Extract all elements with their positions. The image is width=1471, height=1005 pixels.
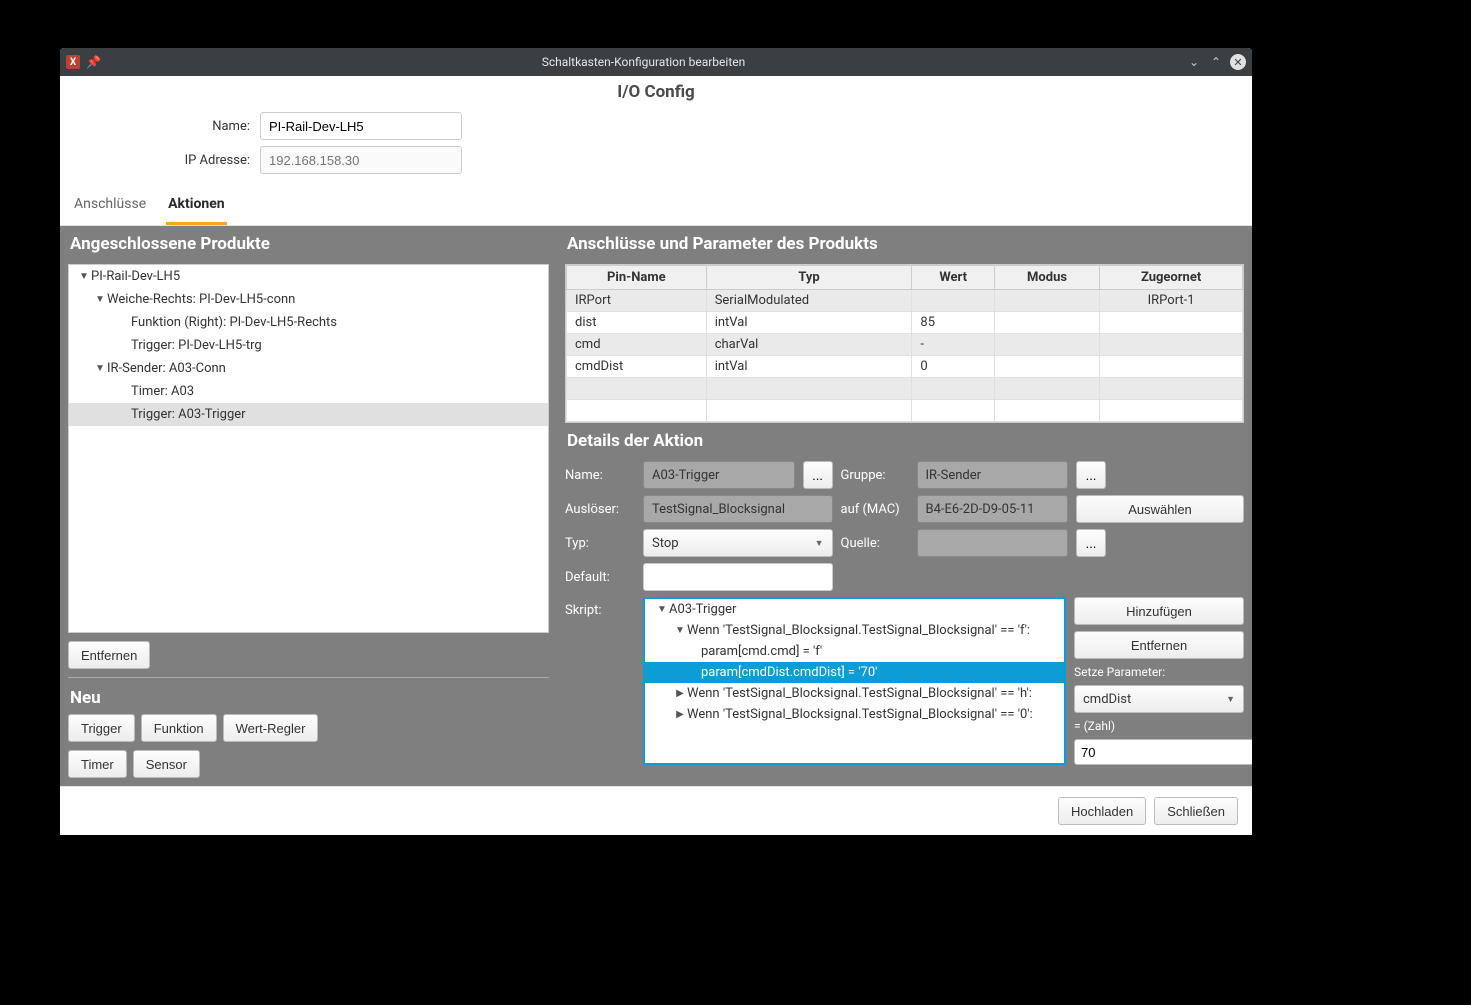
tree-item[interactable]: ▼IR-Sender: A03-Conn [69, 357, 548, 380]
gruppe-more-button[interactable]: ... [1076, 461, 1106, 489]
gruppe-label: Gruppe: [841, 468, 909, 483]
th-zugeordnet[interactable]: Zugeornet [1100, 266, 1243, 290]
hochladen-button[interactable]: Hochladen [1058, 797, 1146, 825]
skript-label: Skript: [565, 597, 635, 618]
typ-select[interactable]: Stop [643, 529, 833, 557]
funktion-button[interactable]: Funktion [141, 714, 217, 742]
name-input[interactable] [260, 112, 462, 140]
maximize-icon[interactable]: ⌃ [1208, 54, 1224, 70]
tabs: Anschlüsse Aktionen [60, 188, 1252, 226]
typ-label: Typ: [565, 536, 635, 551]
default-label: Default: [565, 570, 635, 585]
th-wert[interactable]: Wert [912, 266, 995, 290]
tab-anschluesse[interactable]: Anschlüsse [72, 188, 148, 225]
chevron-down-icon[interactable]: ▼ [655, 604, 669, 615]
skript-item[interactable]: ▶Wenn 'TestSignal_Blocksignal.TestSignal… [645, 704, 1064, 725]
skript-side: Hinzufügen Entfernen Setze Parameter: cm… [1074, 597, 1244, 767]
right-panel-title: Anschlüsse und Parameter des Produkts [557, 226, 1252, 264]
auf-mac-label: auf (MAC) [841, 502, 909, 517]
table-row[interactable] [567, 378, 1243, 400]
name-label: Name: [565, 468, 635, 483]
titlebar: X 📌 Schaltkasten-Konfiguration bearbeite… [60, 48, 1252, 76]
tree-item[interactable]: Trigger: PI-Dev-LH5-trg [69, 334, 548, 357]
main-content: Angeschlossene Produkte ▼PI-Rail-Dev-LH5… [60, 226, 1252, 786]
left-panel: Angeschlossene Produkte ▼PI-Rail-Dev-LH5… [60, 226, 557, 786]
table-row[interactable]: cmd charVal - [567, 334, 1243, 356]
skript-item[interactable]: param[cmd.cmd] = 'f' [645, 641, 1064, 662]
skript-item[interactable]: ▶Wenn 'TestSignal_Blocksignal.TestSignal… [645, 683, 1064, 704]
skript-item[interactable]: param[cmdDist.cmdDist] = '70' [645, 662, 1064, 683]
quelle-label: Quelle: [841, 536, 909, 551]
tree-item[interactable]: ▼Weiche-Rechts: PI-Dev-LH5-conn [69, 288, 548, 311]
table-row[interactable]: cmdDist intVal 0 [567, 356, 1243, 378]
ip-label: IP Adresse: [60, 153, 260, 168]
minimize-icon[interactable]: ⌄ [1186, 54, 1202, 70]
details-title: Details der Aktion [557, 423, 1252, 461]
name-more-button[interactable]: ... [803, 461, 833, 489]
chevron-down-icon[interactable]: ▼ [77, 271, 91, 282]
timer-button[interactable]: Timer [68, 750, 127, 778]
close-icon[interactable]: ✕ [1230, 54, 1246, 70]
window-title: Schaltkasten-Konfiguration bearbeiten [101, 55, 1186, 69]
zahl-spinner: ▲ ▼ [1074, 739, 1244, 767]
auf-mac-field: B4-E6-2D-D9-05-11 [917, 495, 1069, 523]
wert-regler-button[interactable]: Wert-Regler [223, 714, 319, 742]
name-label: Name: [60, 119, 260, 134]
sensor-button[interactable]: Sensor [133, 750, 200, 778]
table-row[interactable] [567, 400, 1243, 422]
skript-item[interactable]: ▼A03-Trigger [645, 599, 1064, 620]
chevron-down-icon[interactable]: ▼ [93, 363, 107, 374]
left-panel-title: Angeschlossene Produkte [60, 226, 557, 264]
param-table: Pin-Name Typ Wert Modus Zugeornet IRPort… [565, 264, 1244, 423]
tree-item[interactable]: Trigger: A03-Trigger [69, 403, 548, 426]
setze-parameter-label: Setze Parameter: [1074, 665, 1244, 679]
page-title: I/O Config [60, 76, 1252, 108]
quelle-more-button[interactable]: ... [1076, 529, 1106, 557]
ausloeser-label: Auslöser: [565, 502, 635, 517]
top-form: Name: IP Adresse: [60, 108, 1252, 188]
footer: Hochladen Schließen [60, 786, 1252, 835]
tree-item[interactable]: ▼PI-Rail-Dev-LH5 [69, 265, 548, 288]
param-select[interactable]: cmdDist [1074, 685, 1244, 713]
chevron-right-icon[interactable]: ▶ [673, 709, 687, 720]
neu-title: Neu [60, 684, 557, 714]
main-window: X 📌 Schaltkasten-Konfiguration bearbeite… [60, 48, 1252, 835]
trigger-button[interactable]: Trigger [68, 714, 135, 742]
divider [68, 677, 549, 678]
chevron-right-icon[interactable]: ▶ [673, 688, 687, 699]
table-row[interactable]: dist intVal 85 [567, 312, 1243, 334]
tree-item[interactable]: Timer: A03 [69, 380, 548, 403]
default-input[interactable] [643, 563, 833, 591]
auswaehlen-button[interactable]: Auswählen [1076, 495, 1244, 523]
th-typ[interactable]: Typ [706, 266, 912, 290]
schliessen-button[interactable]: Schließen [1154, 797, 1238, 825]
quelle-field [917, 529, 1069, 557]
entfernen-skript-button[interactable]: Entfernen [1074, 631, 1244, 659]
details-section: Name: A03-Trigger ... Gruppe: IR-Sender … [557, 461, 1252, 775]
right-panel: Anschlüsse und Parameter des Produkts Pi… [557, 226, 1252, 786]
skript-item[interactable]: ▼Wenn 'TestSignal_Blocksignal.TestSignal… [645, 620, 1064, 641]
pin-icon[interactable]: 📌 [86, 55, 101, 69]
zahl-label: = (Zahl) [1074, 719, 1244, 733]
table-row[interactable]: IRPort SerialModulated IRPort-1 [567, 290, 1243, 312]
entfernen-button[interactable]: Entfernen [68, 641, 150, 669]
th-modus[interactable]: Modus [994, 266, 1099, 290]
tab-aktionen[interactable]: Aktionen [166, 188, 227, 225]
ausloeser-field: TestSignal_Blocksignal [643, 495, 833, 523]
chevron-down-icon[interactable]: ▼ [93, 294, 107, 305]
ip-input [260, 146, 462, 174]
hinzufuegen-button[interactable]: Hinzufügen [1074, 597, 1244, 625]
skript-tree[interactable]: ▼A03-Trigger ▼Wenn 'TestSignal_Blocksign… [643, 597, 1066, 765]
name-field: A03-Trigger [643, 461, 795, 489]
chevron-down-icon[interactable]: ▼ [673, 625, 687, 636]
product-tree[interactable]: ▼PI-Rail-Dev-LH5 ▼Weiche-Rechts: PI-Dev-… [68, 264, 549, 633]
gruppe-field: IR-Sender [917, 461, 1069, 489]
zahl-input[interactable] [1074, 739, 1252, 765]
app-icon: X [66, 55, 80, 69]
th-pin[interactable]: Pin-Name [567, 266, 707, 290]
tree-item[interactable]: Funktion (Right): PI-Dev-LH5-Rechts [69, 311, 548, 334]
